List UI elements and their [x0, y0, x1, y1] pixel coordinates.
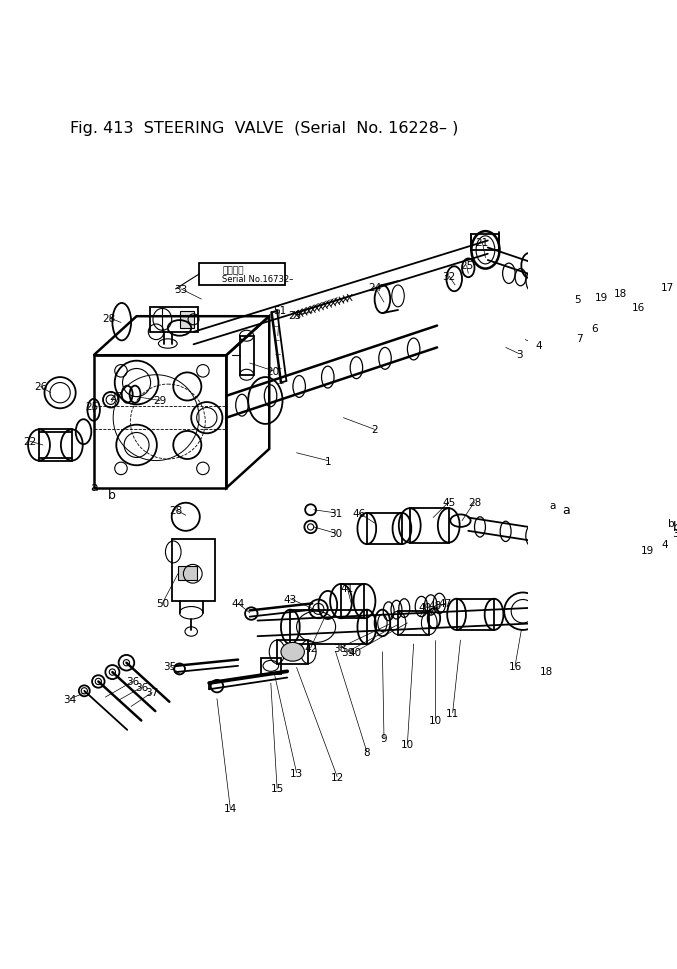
Text: a: a — [90, 481, 97, 493]
Text: 3: 3 — [672, 529, 677, 539]
Text: 50: 50 — [156, 599, 169, 609]
Text: 20: 20 — [267, 366, 280, 376]
Text: 27: 27 — [109, 391, 122, 401]
Text: 40: 40 — [349, 647, 362, 657]
Text: 10: 10 — [401, 739, 414, 749]
Text: 36: 36 — [135, 682, 149, 692]
Polygon shape — [178, 566, 198, 580]
Text: 24: 24 — [368, 282, 381, 293]
Text: 28: 28 — [169, 505, 182, 516]
Text: 48: 48 — [429, 601, 442, 610]
Text: 41: 41 — [341, 583, 354, 593]
Text: 2: 2 — [371, 425, 378, 435]
Text: 8: 8 — [364, 747, 370, 757]
Text: 4: 4 — [661, 540, 668, 549]
Text: 6: 6 — [592, 324, 598, 333]
Text: 3: 3 — [516, 349, 523, 359]
Text: 30: 30 — [329, 529, 342, 539]
Text: 19: 19 — [594, 293, 607, 302]
Text: 7: 7 — [575, 333, 582, 344]
Text: 46: 46 — [353, 509, 366, 518]
Text: 11: 11 — [446, 708, 459, 718]
Text: 43: 43 — [284, 594, 297, 604]
Text: 25: 25 — [460, 262, 473, 271]
Text: 16: 16 — [632, 302, 645, 313]
Text: 26: 26 — [34, 382, 47, 392]
Text: b: b — [673, 521, 677, 534]
Text: 13: 13 — [290, 768, 303, 778]
Text: 16: 16 — [508, 661, 522, 672]
Text: 44: 44 — [232, 599, 244, 609]
Text: 18: 18 — [540, 667, 553, 676]
Text: 28: 28 — [103, 313, 116, 324]
Text: 49: 49 — [418, 603, 432, 612]
Text: 14: 14 — [223, 803, 237, 813]
Text: 42: 42 — [304, 643, 318, 653]
Text: 37: 37 — [146, 688, 159, 698]
Text: 1: 1 — [324, 456, 331, 466]
Text: 19: 19 — [641, 546, 655, 556]
Text: 18: 18 — [614, 289, 627, 298]
Text: 5: 5 — [574, 295, 581, 304]
Text: 4: 4 — [536, 341, 542, 351]
Text: 23: 23 — [288, 310, 302, 321]
Text: 33: 33 — [175, 285, 188, 295]
Text: 38: 38 — [333, 643, 346, 653]
Polygon shape — [179, 311, 194, 328]
Text: 22: 22 — [23, 437, 37, 447]
Text: b: b — [108, 488, 116, 501]
Ellipse shape — [281, 642, 305, 662]
Text: 31: 31 — [329, 509, 342, 518]
Text: 36: 36 — [126, 676, 139, 687]
Text: 34: 34 — [64, 694, 77, 703]
Text: 21: 21 — [476, 237, 489, 248]
Text: 45: 45 — [442, 497, 456, 508]
Text: 39: 39 — [341, 647, 354, 657]
Text: a: a — [549, 501, 556, 511]
Text: Serial No.16732–: Serial No.16732– — [223, 275, 294, 284]
Text: 10: 10 — [429, 716, 442, 726]
Text: a: a — [562, 504, 569, 516]
Text: Fig. 413  STEERING  VALVE  (Serial  No. 16228– ): Fig. 413 STEERING VALVE (Serial No. 1622… — [70, 120, 458, 136]
Text: 29: 29 — [154, 396, 167, 406]
Text: 28: 28 — [468, 497, 481, 508]
Text: 47: 47 — [438, 599, 452, 609]
Text: b: b — [668, 518, 674, 528]
Text: 25: 25 — [85, 401, 99, 412]
Text: 適用号线: 適用号线 — [223, 266, 244, 274]
Text: 12: 12 — [330, 772, 344, 782]
Text: 9: 9 — [380, 733, 387, 743]
Text: 17: 17 — [661, 282, 674, 293]
Text: 35: 35 — [164, 661, 177, 672]
Text: 15: 15 — [270, 784, 284, 794]
Text: 51: 51 — [273, 305, 286, 316]
Text: 32: 32 — [442, 271, 456, 281]
